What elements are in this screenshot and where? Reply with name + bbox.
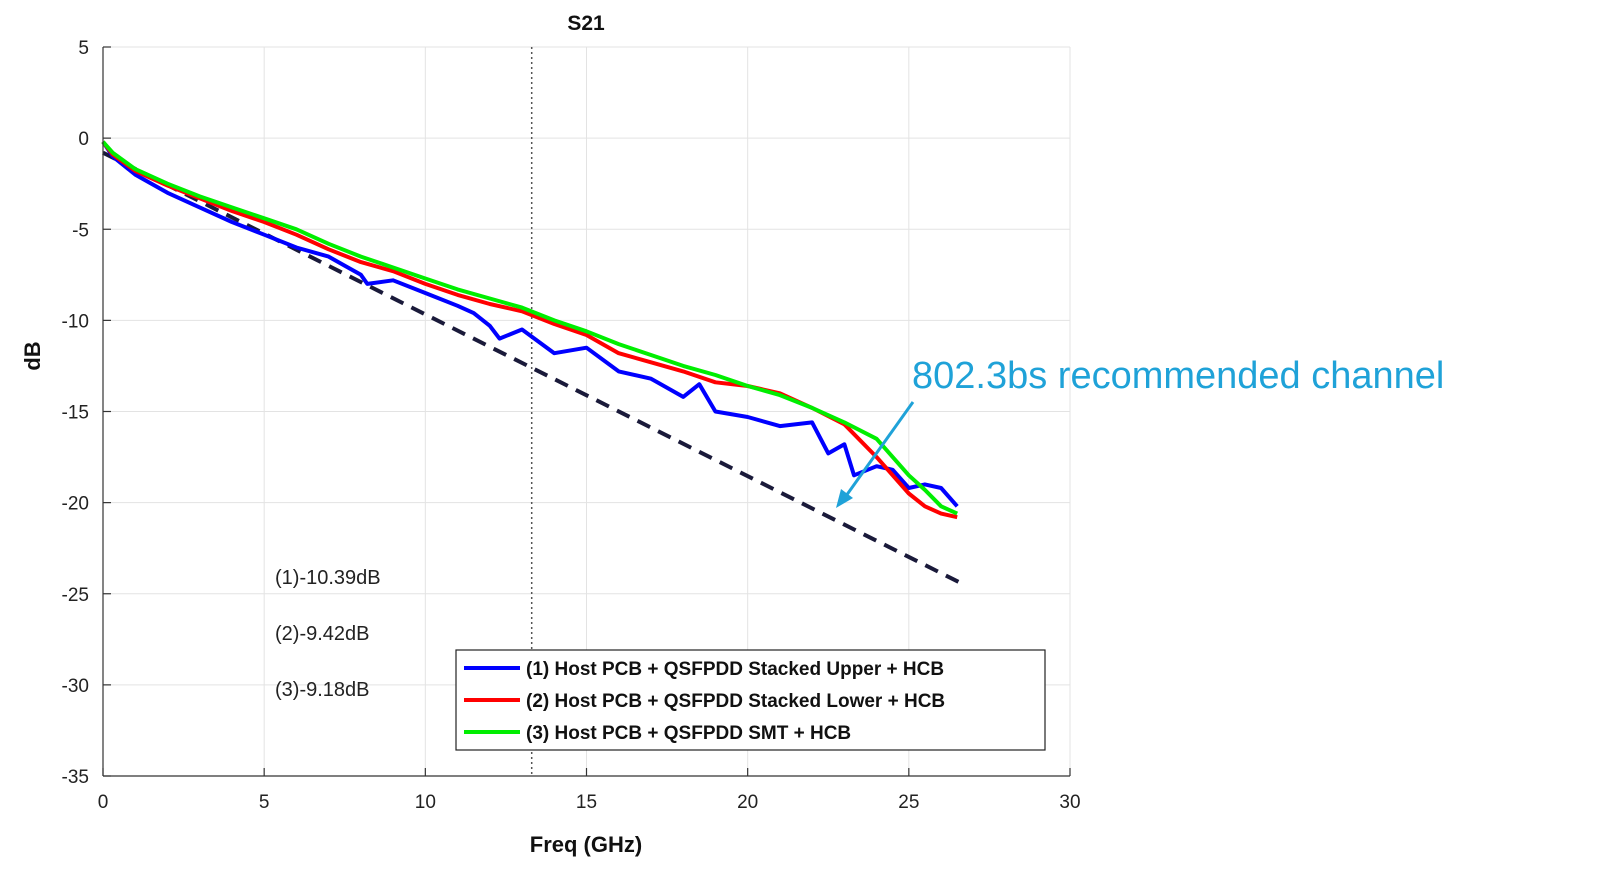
callout-label: 802.3bs recommended channel	[912, 355, 1444, 397]
series-line-3	[101, 140, 959, 516]
y-tick-label: -20	[62, 494, 89, 515]
x-tick-label: 30	[1059, 792, 1080, 813]
x-tick-label: 5	[259, 792, 270, 813]
x-axis-label: Freq (GHz)	[530, 832, 642, 857]
x-tick-label: 25	[898, 792, 919, 813]
series-lines	[101, 140, 959, 520]
legend-label-2: (2) Host PCB + QSFPDD Stacked Lower + HC…	[526, 691, 945, 712]
x-tick-label: 20	[737, 792, 758, 813]
series-line-1	[101, 140, 959, 508]
axes	[102, 46, 1071, 777]
annotation-2: (2)-9.42dB	[275, 623, 370, 645]
annotation-3: (3)-9.18dB	[275, 679, 370, 701]
tick-labels: 0 5 10 15 20 25 30 5 0 -5 -10 -15 -20 -25 -30 -35	[62, 38, 1081, 813]
callout-arrow	[836, 401, 915, 508]
y-tick-label: -15	[62, 403, 89, 424]
legend: (1) Host PCB + QSFPDD Stacked Upper + HC…	[455, 649, 1046, 751]
grid	[102, 46, 1071, 777]
y-tick-label: -30	[62, 676, 89, 697]
legend-label-1: (1) Host PCB + QSFPDD Stacked Upper + HC…	[526, 659, 944, 680]
x-tick-label: 0	[98, 792, 109, 813]
callout-arrow-shaft	[844, 401, 915, 497]
y-tick-label: -5	[72, 220, 89, 241]
y-axis-label: dB	[20, 341, 45, 370]
legend-box	[455, 649, 1046, 751]
callout-arrowhead	[836, 489, 853, 508]
x-tick-label: 15	[576, 792, 597, 813]
x-tick-label: 10	[415, 792, 436, 813]
y-tick-label: 5	[78, 38, 89, 59]
legend-label-3: (3) Host PCB + QSFPDD SMT + HCB	[526, 723, 851, 744]
y-tick-label: -10	[62, 311, 89, 332]
annotation-1: (1)-10.39dB	[275, 567, 381, 589]
y-tick-label: -25	[62, 585, 89, 606]
y-tick-label: 0	[78, 129, 89, 150]
series-line-2	[101, 140, 958, 520]
y-tick-label: -35	[62, 767, 89, 788]
chart-title: S21	[567, 12, 605, 35]
